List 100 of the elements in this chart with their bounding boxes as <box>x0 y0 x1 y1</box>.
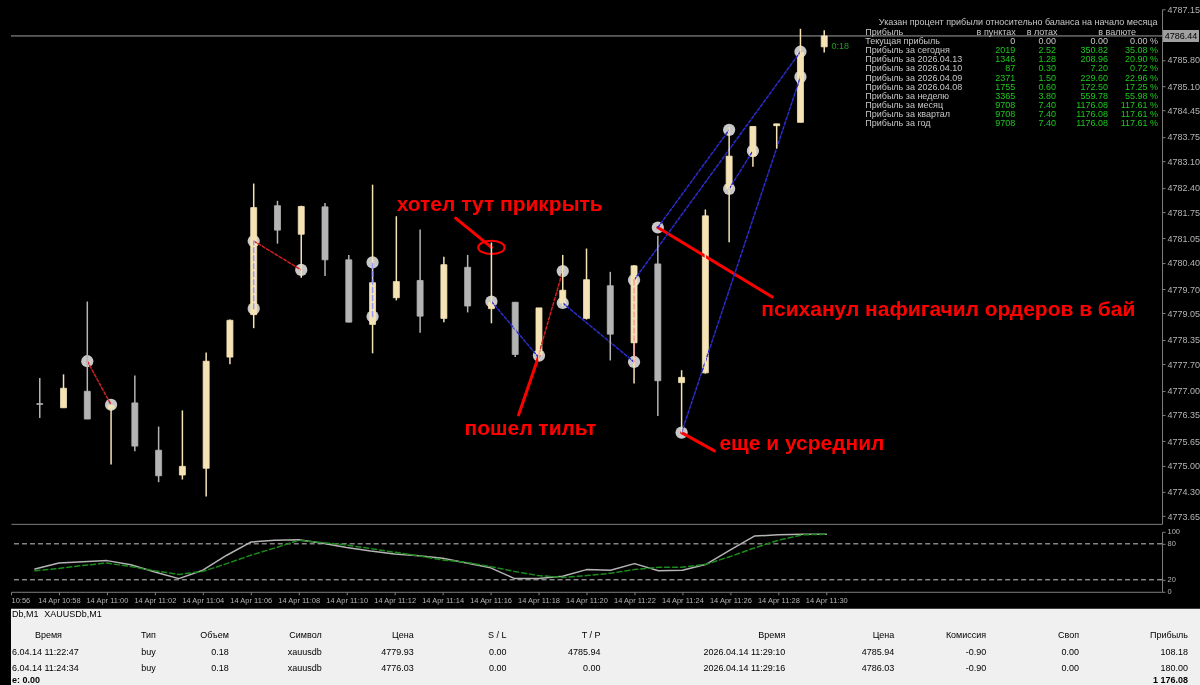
data-label: 87 <box>1005 63 1016 74</box>
data-label: 7.20 <box>1090 63 1109 74</box>
data-label: 9708 <box>995 100 1016 111</box>
text: Прибыль <box>1150 629 1189 640</box>
text: 2026.04.14 11:29:16 <box>703 662 786 673</box>
data-label: 2019 <box>995 45 1016 56</box>
category-label: Текущая прибыль <box>865 35 941 46</box>
data-label: 35.08 % <box>1125 45 1159 56</box>
y-tick-label: 4774.30 <box>1167 487 1200 498</box>
text: T / P <box>581 629 601 640</box>
annotation: хотел тут прикрыть <box>396 192 603 216</box>
y-tick-label: 4775.00 <box>1167 461 1200 472</box>
text: 0.00 <box>583 662 601 673</box>
text: xauusdb <box>287 662 322 673</box>
data-label: 0 <box>1010 35 1016 46</box>
y-tick-label: 4782.40 <box>1167 183 1200 194</box>
text: 0.00 <box>1061 662 1080 673</box>
annotation: пошел тильт <box>464 415 597 439</box>
data-label: 208.96 <box>1080 54 1109 65</box>
y-tick-label: 4785.10 <box>1167 81 1200 92</box>
text: Время <box>34 629 63 640</box>
text: Прибыль <box>865 26 904 37</box>
data-label: 20.90 % <box>1125 54 1159 65</box>
y-tick-label: 4785.80 <box>1167 55 1200 66</box>
text: 0.00 <box>489 646 507 657</box>
text: Символ <box>289 629 322 640</box>
data-label: 1.28 <box>1038 54 1057 65</box>
category-label: Прибыль за неделю <box>865 90 950 101</box>
y-tick-label: 4787.15 <box>1167 4 1200 15</box>
text: 4776.03 <box>381 662 414 673</box>
text: -0.90 <box>965 646 987 657</box>
data-label: 0.60 <box>1038 81 1057 92</box>
annotation: психанул нафигачил ордеров в бай <box>761 297 1136 321</box>
text: Цена <box>392 629 414 640</box>
text: xauusdb <box>287 646 322 657</box>
data-label: 0.00 <box>1038 35 1057 46</box>
text: -0.90 <box>965 662 987 673</box>
data-label: 7.40 <box>1038 109 1057 120</box>
text: 180.00 <box>1160 662 1189 673</box>
y-tick-label: 4776.35 <box>1167 410 1200 421</box>
data-label: 229.60 <box>1080 72 1109 83</box>
text: Своп <box>1058 629 1080 640</box>
text: Время <box>758 629 786 640</box>
text: 6.04.14 11:24:34 <box>11 662 79 673</box>
y-tick-label: 4777.70 <box>1167 359 1200 370</box>
y-tick-label: 4779.05 <box>1167 309 1200 320</box>
category-label: Прибыль за сегодня <box>865 45 950 56</box>
data-label: 55.98 % <box>1125 90 1159 101</box>
category-label: Прибыль за месяц <box>865 100 944 111</box>
data-label: 22.96 % <box>1125 72 1159 83</box>
data-label: 559.78 <box>1080 90 1109 101</box>
data-label: 7.40 <box>1038 100 1057 111</box>
data-label: 2.52 <box>1038 45 1057 56</box>
data-label: 117.61 % <box>1120 100 1159 111</box>
text: в валюте <box>1098 26 1136 37</box>
text: XAUUSDb,M1 <box>44 608 102 619</box>
text: 6.04.14 11:22:47 <box>11 646 79 657</box>
y-tick-label: 4781.75 <box>1167 207 1200 218</box>
data-label: 117.61 % <box>1120 118 1159 129</box>
ref-line-label: 4786.44 <box>1164 30 1198 41</box>
category-label: Прибыль за квартал <box>865 109 951 120</box>
data-label: 3.80 <box>1038 90 1057 101</box>
text: 4786.03 <box>861 662 895 673</box>
text: S / L <box>488 629 507 640</box>
annotation: еще и усреднил <box>719 430 885 454</box>
y-tick-label: 4773.65 <box>1167 511 1200 522</box>
text: Тип <box>140 629 156 640</box>
data-label: 117.61 % <box>1120 109 1159 120</box>
y-tick-label: 4779.70 <box>1167 284 1200 295</box>
annotation: 0:18 <box>831 41 850 52</box>
y-tick-label: 4784.45 <box>1167 106 1200 117</box>
data-label: 17.25 % <box>1125 81 1159 92</box>
y-tick-label: 4783.10 <box>1167 156 1200 167</box>
y-tick-label: 4781.05 <box>1167 233 1200 244</box>
data-label: 9708 <box>995 118 1016 129</box>
data-label: 0.72 % <box>1130 63 1159 74</box>
data-label: 1346 <box>995 54 1016 65</box>
text: в лотах <box>1026 26 1059 37</box>
text: 4779.93 <box>381 646 414 657</box>
data-label: 0.00 % <box>1130 35 1159 46</box>
data-label: 1.50 <box>1038 72 1057 83</box>
text: e: 0.00 <box>11 674 40 685</box>
data-label: 350.82 <box>1080 45 1109 56</box>
text: 4785.94 <box>861 646 895 657</box>
text: 0.00 <box>489 662 507 673</box>
text: Указан процент прибыли относительно баланса на начало месяца <box>878 16 1158 27</box>
text: 0.00 <box>1061 646 1080 657</box>
text: 2026.04.14 11:29:10 <box>703 646 786 657</box>
data-label: 1176.08 <box>1076 109 1109 120</box>
text: Db,M1 <box>11 608 39 619</box>
data-label: 172.50 <box>1080 81 1109 92</box>
text: 1 176.08 <box>1153 674 1189 685</box>
text: 0.18 <box>211 646 229 657</box>
y-tick-label: 4778.35 <box>1167 335 1200 346</box>
y-tick-label: 4777.00 <box>1167 386 1200 397</box>
data-label: 0.00 <box>1090 35 1109 46</box>
text: Объем <box>200 629 229 640</box>
y-tick-label: 4775.65 <box>1167 436 1200 447</box>
data-label: 9708 <box>995 109 1016 120</box>
text: Комиссия <box>945 629 987 640</box>
